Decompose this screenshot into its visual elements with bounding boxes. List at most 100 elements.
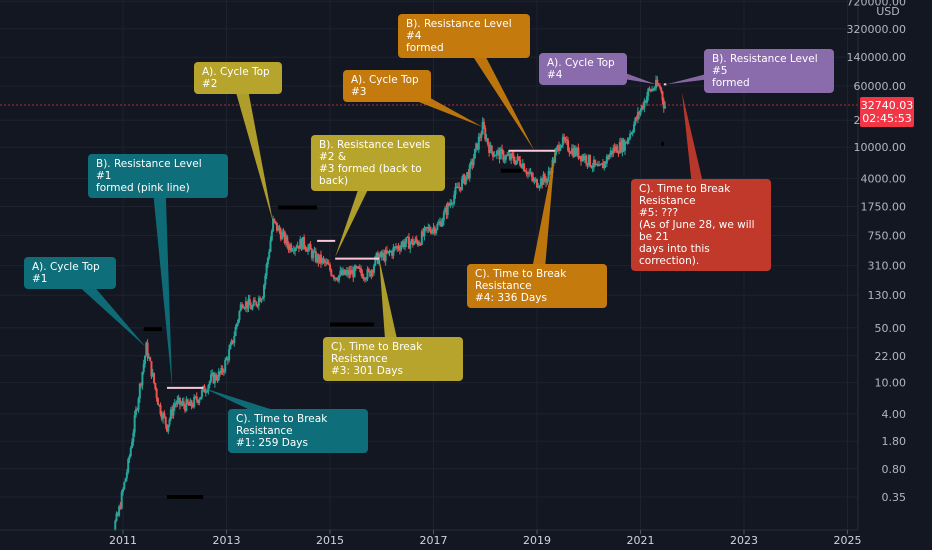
candle-body-149 <box>294 247 297 252</box>
candle-body-422 <box>647 88 650 97</box>
callout-b1[interactable]: B). Resistance Level #1 formed (pink lin… <box>88 154 228 198</box>
candle-body-262 <box>440 221 443 227</box>
candle-body-205 <box>366 268 369 279</box>
candle-body-87 <box>213 374 216 384</box>
candle-body-402 <box>621 139 624 152</box>
callout-c1[interactable]: C). Time to Break Resistance #1: 259 Day… <box>228 409 368 453</box>
candle-body-74 <box>197 400 200 403</box>
candle-body-271 <box>451 203 454 205</box>
candle-body-86 <box>212 373 215 384</box>
candle-body-14 <box>119 506 122 509</box>
candle-body-82 <box>207 385 210 392</box>
candle-body-247 <box>420 231 423 245</box>
candle-body-272 <box>453 194 456 204</box>
candle-body-396 <box>613 147 616 152</box>
candle-body-113 <box>247 298 250 309</box>
candle-body-118 <box>253 300 256 302</box>
black-marker-lines <box>143 141 664 499</box>
candle-body-435 <box>664 106 667 109</box>
candle-body-117 <box>252 300 255 307</box>
candle-body-104 <box>235 323 238 328</box>
candle-body-141 <box>283 231 286 244</box>
candle-body-151 <box>296 245 299 248</box>
candle-body-212 <box>375 252 378 257</box>
current-price-badge: 32740.03 02:45:53 <box>860 97 914 127</box>
candle-body-183 <box>338 275 341 281</box>
candle-body-209 <box>371 270 374 273</box>
candle-body-223 <box>389 251 392 253</box>
candle-body-190 <box>347 270 350 276</box>
candle-body-290 <box>476 143 479 150</box>
callout-b2[interactable]: B). Resistance Levels #2 & #3 formed (ba… <box>311 135 445 191</box>
candle-body-178 <box>331 275 334 277</box>
candle-body-128 <box>266 257 269 265</box>
candle-body-101 <box>231 340 234 343</box>
callout-b4[interactable]: B). Resistance Level #4 formed <box>398 14 530 58</box>
candle-body-304 <box>494 155 497 157</box>
candle-body-174 <box>326 261 329 265</box>
y-tick-label-6: 4000.00 <box>861 172 907 185</box>
candle-body-324 <box>520 165 523 168</box>
candle-body-63 <box>182 401 185 406</box>
candle-body-248 <box>422 231 425 236</box>
candle-body-145 <box>288 244 291 251</box>
candle-body-217 <box>382 253 385 257</box>
candle-body-61 <box>180 403 183 405</box>
candle-body-365 <box>573 148 576 157</box>
candle-body-367 <box>576 147 579 156</box>
candle-body-341 <box>542 174 545 185</box>
candle-body-125 <box>263 284 266 298</box>
y-tick-label-2: 140000.00 <box>847 51 907 64</box>
candle-body-44 <box>158 404 161 406</box>
candle-body-129 <box>268 251 271 258</box>
candle-body-36 <box>147 357 150 359</box>
candle-body-376 <box>587 154 590 165</box>
price-axis[interactable]: 720000.00320000.00140000.0060000.0022000… <box>847 0 907 504</box>
candle-body-100 <box>230 340 233 345</box>
y-tick-label-14: 4.00 <box>882 408 907 421</box>
candle-body-64 <box>184 405 187 411</box>
candle-body-404 <box>623 141 626 151</box>
callout-a1[interactable]: A). Cycle Top #1 <box>24 257 116 289</box>
candle-body-33 <box>143 355 146 364</box>
candle-body-366 <box>574 148 577 156</box>
candle-body-40 <box>153 372 156 383</box>
callout-c5[interactable]: C). Time to Break Resistance #5: ??? (As… <box>631 179 771 271</box>
time-axis[interactable]: 2011 2013 2015 2017 2019 2021 2023 2025 <box>109 530 862 547</box>
callout-a3[interactable]: A). Cycle Top #3 <box>343 70 431 102</box>
candle-body-345 <box>547 171 550 179</box>
candle-body-102 <box>233 336 236 343</box>
candle-body-383 <box>596 164 599 167</box>
candle-body-385 <box>599 164 602 166</box>
candle-body-124 <box>261 297 264 300</box>
candle-body-18 <box>124 478 127 483</box>
candle-body-26 <box>134 409 137 416</box>
candle-body-206 <box>367 268 370 271</box>
candle-body-362 <box>569 152 572 154</box>
candle-body-140 <box>282 231 285 233</box>
x-tick-label-6: 2023 <box>730 534 758 547</box>
y-tick-label-10: 130.00 <box>868 289 907 302</box>
candle-body-170 <box>321 258 324 264</box>
price-series <box>114 75 667 532</box>
candle-body-281 <box>464 176 467 185</box>
price-axis-unit: USD <box>876 5 900 18</box>
candle-body-224 <box>391 251 394 256</box>
callout-b5[interactable]: B). Resistance Level #5 formed <box>704 49 834 93</box>
candle-body-409 <box>630 133 633 135</box>
callout-a2[interactable]: A). Cycle Top #2 <box>194 62 282 94</box>
callout-a4[interactable]: A). Cycle Top #4 <box>539 53 627 85</box>
candle-body-309 <box>501 148 504 151</box>
candle-body-339 <box>539 178 542 186</box>
candle-body-92 <box>220 367 223 374</box>
candle-body-177 <box>330 269 333 276</box>
candle-body-49 <box>164 416 167 425</box>
candle-body-432 <box>660 87 663 92</box>
candle-body-214 <box>378 256 381 264</box>
candle-body-407 <box>627 138 630 140</box>
candle-body-56 <box>173 403 176 407</box>
candle-body-107 <box>239 304 242 312</box>
callout-c4[interactable]: C). Time to Break Resistance #4: 336 Day… <box>467 264 607 308</box>
candle-body-215 <box>379 252 382 257</box>
callout-c3[interactable]: C). Time to Break Resistance #3: 301 Day… <box>323 337 463 381</box>
